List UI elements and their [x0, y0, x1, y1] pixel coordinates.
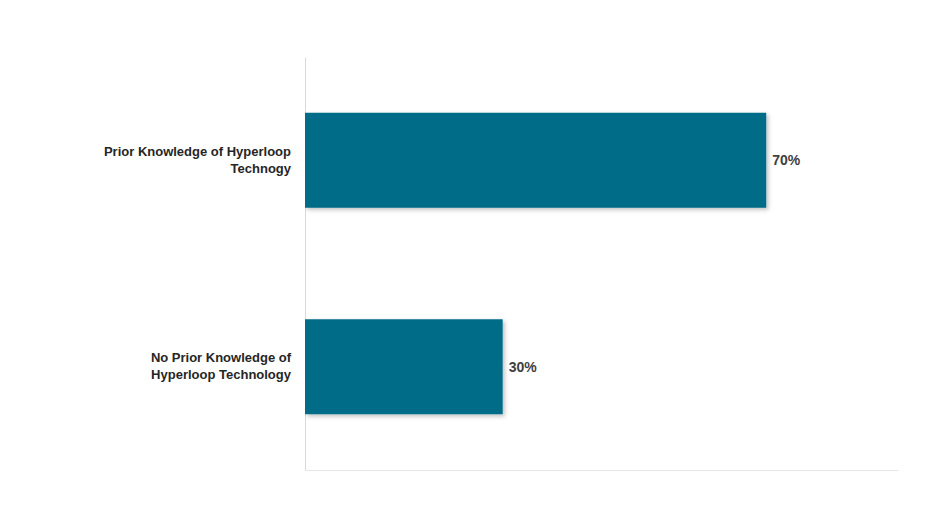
y-tick: No Prior Knowledge ofHyperloop Technolog… [151, 350, 305, 382]
bar [305, 319, 503, 414]
y-axis: Prior Knowledge of HyperloopTechnogy No P… [104, 58, 306, 471]
data-label: 30% [509, 359, 538, 375]
y-tick: Prior Knowledge of HyperloopTechnogy [104, 144, 305, 176]
data-labels: 70% 30% [509, 152, 801, 375]
data-label: 70% [772, 152, 801, 168]
x-axis-line [306, 470, 899, 471]
chart: Prior Knowledge of HyperloopTechnogy No P… [0, 0, 925, 521]
bars [305, 113, 766, 414]
bar [305, 113, 766, 208]
x-axis [306, 470, 899, 471]
y-tick-label: No Prior Knowledge ofHyperloop Technolog… [151, 350, 292, 382]
y-tick-label: Prior Knowledge of HyperloopTechnogy [104, 144, 292, 176]
plot: Prior Knowledge of HyperloopTechnogy No P… [104, 58, 899, 471]
